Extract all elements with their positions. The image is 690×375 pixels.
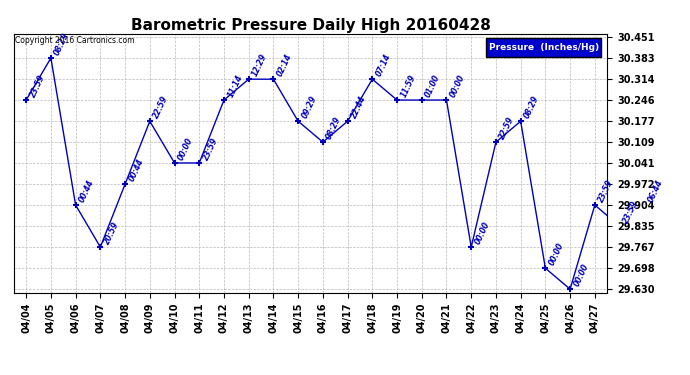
Text: 23:59: 23:59: [597, 178, 615, 204]
Text: 02:14: 02:14: [275, 53, 294, 78]
Text: 00:44: 00:44: [77, 178, 96, 204]
Text: 11:14: 11:14: [226, 74, 244, 99]
Title: Barometric Pressure Daily High 20160428: Barometric Pressure Daily High 20160428: [130, 18, 491, 33]
Text: 00:44: 00:44: [127, 158, 146, 183]
Text: 06:44: 06:44: [647, 178, 664, 204]
Text: 00:00: 00:00: [177, 136, 195, 162]
Text: 08:29: 08:29: [522, 95, 541, 120]
Text: 11:59: 11:59: [399, 74, 417, 99]
Text: 01:00: 01:00: [424, 74, 442, 99]
Text: 00:00: 00:00: [473, 220, 491, 246]
Text: 23:59: 23:59: [201, 136, 219, 162]
FancyBboxPatch shape: [486, 38, 601, 57]
Text: 07:14: 07:14: [374, 53, 393, 78]
Text: 00:00: 00:00: [448, 74, 466, 99]
Text: 23:59: 23:59: [28, 74, 46, 99]
Text: 22:44: 22:44: [350, 95, 368, 120]
Text: 00:00: 00:00: [547, 242, 566, 267]
Text: 12:29: 12:29: [250, 53, 269, 78]
Text: 08:29: 08:29: [53, 32, 71, 57]
Text: 22:59: 22:59: [152, 95, 170, 120]
Text: 23:59: 23:59: [622, 200, 640, 225]
Text: Copyright 2016 Cartronics.com: Copyright 2016 Cartronics.com: [15, 36, 135, 45]
Text: 00:00: 00:00: [572, 262, 591, 288]
Text: 08:29: 08:29: [325, 116, 343, 141]
Text: 09:29: 09:29: [300, 95, 318, 120]
Text: 22:59: 22:59: [498, 116, 516, 141]
Text: 20:59: 20:59: [102, 220, 121, 246]
Text: Pressure  (Inches/Hg): Pressure (Inches/Hg): [489, 43, 599, 52]
